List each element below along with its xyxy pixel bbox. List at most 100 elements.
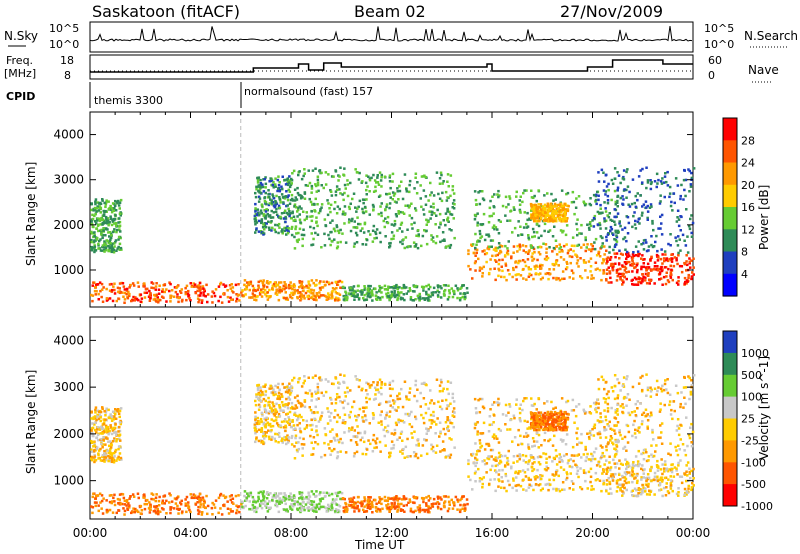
power-cell: [645, 269, 648, 272]
velocity-cell: [420, 454, 423, 457]
power-cell: [102, 286, 105, 289]
velocity-cell: [306, 501, 310, 504]
velocity-cell: [238, 505, 241, 508]
velocity-cell: [301, 454, 304, 457]
velocity-cell: [372, 381, 375, 384]
velocity-cell: [274, 440, 277, 443]
velocity-cell: [284, 390, 288, 394]
power-cell: [425, 242, 429, 246]
velocity-cell: [107, 451, 110, 454]
power-cell: [414, 176, 417, 179]
power-cell: [289, 281, 292, 284]
power-cell: [339, 228, 342, 232]
velocity-cell: [271, 495, 275, 499]
velocity-cell: [283, 508, 286, 511]
power-cell: [322, 186, 325, 190]
power-cell: [661, 253, 664, 256]
power-cell: [114, 240, 117, 244]
velocity-cell: [289, 492, 292, 495]
power-cell: [284, 183, 288, 186]
power-cell: [554, 217, 558, 220]
power-cell: [277, 175, 280, 178]
power-cell: [618, 263, 621, 266]
velocity-cell: [140, 509, 144, 512]
power-cell: [577, 243, 581, 247]
power-cell: [288, 175, 291, 178]
power-cell: [526, 258, 530, 261]
power-cell: [357, 284, 360, 288]
power-cell: [388, 294, 392, 297]
power-cell: [650, 243, 653, 247]
velocity-cell: [217, 496, 221, 500]
power-cell: [559, 213, 562, 217]
velocity-cell: [361, 416, 364, 419]
power-cell: [570, 201, 574, 204]
power-cell: [688, 169, 691, 173]
power-cell: [426, 297, 429, 300]
power-cell: [656, 182, 659, 185]
velocity-cell: [254, 415, 257, 419]
velocity-cell: [441, 449, 444, 452]
power-cell: [621, 279, 624, 282]
velocity-cell: [106, 428, 110, 431]
power-cell: [428, 299, 431, 302]
velocity-cell: [260, 420, 264, 423]
power-cell: [317, 211, 321, 215]
power-cell: [91, 284, 94, 287]
power-cell: [537, 205, 541, 209]
velocity-cell: [202, 505, 205, 509]
power-cell: [90, 232, 94, 235]
velocity-heatmap-marks: [90, 317, 696, 519]
power-cell: [389, 241, 392, 245]
power-cell: [269, 216, 273, 219]
power-cell: [548, 229, 552, 232]
velocity-cell: [420, 382, 424, 385]
power-cell: [690, 235, 694, 238]
velocity-cell: [389, 497, 392, 500]
velocity-cell: [274, 412, 277, 415]
power-cell: [611, 219, 614, 222]
power-cell: [155, 293, 159, 296]
velocity-cell: [447, 454, 451, 457]
velocity-cell: [263, 417, 266, 420]
power-cell: [493, 205, 496, 209]
velocity-cell: [93, 449, 96, 453]
power-cell: [531, 214, 534, 217]
velocity-cell: [392, 498, 395, 501]
power-cell: [110, 246, 113, 250]
velocity-cell: [310, 490, 314, 493]
power-cell: [621, 195, 624, 198]
power-cell: [303, 286, 306, 289]
velocity-cell: [390, 504, 394, 507]
power-cell: [624, 267, 628, 270]
velocity-cell: [107, 416, 111, 419]
power-cell: [327, 173, 330, 176]
velocity-cell: [316, 382, 320, 386]
power-cell: [630, 263, 634, 266]
power-cell: [609, 256, 613, 259]
velocity-cell: [409, 500, 412, 504]
velocity-cell: [451, 396, 454, 400]
power-cell: [285, 233, 288, 236]
velocity-cell: [450, 438, 453, 441]
velocity-cell: [162, 508, 165, 511]
power-cell: [156, 298, 160, 301]
velocity-cell: [403, 456, 406, 459]
power-cell: [583, 203, 587, 207]
power-cell: [355, 241, 359, 244]
power-cell: [625, 271, 628, 274]
power-cell: [230, 289, 234, 293]
power-cell: [379, 179, 383, 182]
power-cell: [483, 252, 487, 256]
power-cell: [542, 207, 545, 211]
power-cell: [534, 211, 538, 215]
power-cell: [690, 231, 693, 235]
power-cell: [516, 250, 519, 253]
power-cell: [257, 286, 260, 289]
power-cell: [658, 272, 662, 276]
velocity-cell: [358, 379, 361, 382]
velocity-cell: [286, 403, 289, 407]
velocity-cell: [305, 495, 308, 499]
power-cell: [602, 258, 606, 262]
power-cell: [403, 173, 407, 176]
